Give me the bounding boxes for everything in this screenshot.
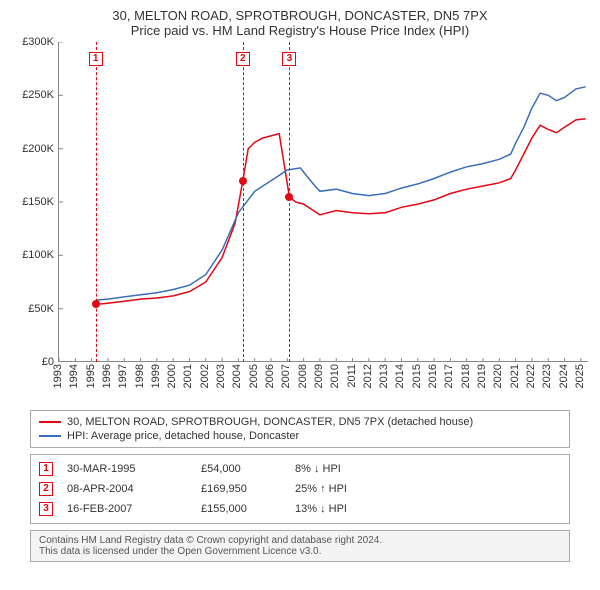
x-tick-label: 2015: [411, 364, 423, 388]
title-address: 30, MELTON ROAD, SPROTBROUGH, DONCASTER,…: [12, 8, 588, 23]
x-tick-label: 2000: [166, 364, 178, 388]
x-tick-label: 1997: [117, 364, 129, 388]
x-tick-label: 2012: [362, 364, 374, 388]
y-tick-label: £250K: [22, 89, 54, 101]
event-marker-box: 3: [282, 52, 296, 66]
event-dot: [92, 300, 100, 308]
footer-attribution: Contains HM Land Registry data © Crown c…: [30, 530, 570, 562]
event-dot: [239, 177, 247, 185]
x-tick-label: 2009: [313, 364, 325, 388]
event-delta: 13% ↓ HPI: [295, 503, 385, 515]
footer-line2: This data is licensed under the Open Gov…: [39, 546, 561, 557]
y-tick-label: £50K: [28, 303, 54, 315]
event-row: 3 16-FEB-2007 £155,000 13% ↓ HPI: [39, 499, 561, 519]
event-date: 08-APR-2004: [67, 483, 187, 495]
legend-label: 30, MELTON ROAD, SPROTBROUGH, DONCASTER,…: [67, 416, 473, 428]
x-tick-label: 1995: [85, 364, 97, 388]
event-marker-box: 2: [236, 52, 250, 66]
legend-label: HPI: Average price, detached house, Donc…: [67, 430, 299, 442]
x-tick-label: 2020: [492, 364, 504, 388]
x-tick-label: 2002: [199, 364, 211, 388]
event-vline: [96, 42, 97, 362]
event-delta: 8% ↓ HPI: [295, 463, 385, 475]
event-row-marker: 1: [39, 462, 53, 476]
chart-container: 30, MELTON ROAD, SPROTBROUGH, DONCASTER,…: [0, 0, 600, 590]
series-property_price: [96, 119, 586, 305]
x-tick-label: 2004: [231, 364, 243, 388]
x-tick-label: 1993: [52, 364, 64, 388]
x-tick-label: 2011: [346, 364, 358, 388]
x-tick-label: 2021: [509, 364, 521, 388]
x-tick-label: 2006: [264, 364, 276, 388]
event-price: £155,000: [201, 503, 281, 515]
event-marker-box: 1: [89, 52, 103, 66]
x-tick-label: 1996: [101, 364, 113, 388]
event-vline: [289, 42, 290, 362]
event-price: £54,000: [201, 463, 281, 475]
x-tick-label: 2018: [460, 364, 472, 388]
x-tick-label: 1999: [150, 364, 162, 388]
x-tick-label: 2008: [297, 364, 309, 388]
x-tick-label: 2010: [329, 364, 341, 388]
title-block: 30, MELTON ROAD, SPROTBROUGH, DONCASTER,…: [12, 8, 588, 38]
event-price: £169,950: [201, 483, 281, 495]
x-tick-label: 1994: [68, 364, 80, 388]
x-tick-label: 2003: [215, 364, 227, 388]
x-axis-labels: 1993199419951996199719981999200020012002…: [58, 364, 588, 402]
plot-region: 1 2 3: [58, 42, 588, 362]
y-tick-label: £100K: [22, 249, 54, 261]
legend-box: 30, MELTON ROAD, SPROTBROUGH, DONCASTER,…: [30, 410, 570, 448]
y-tick-label: £200K: [22, 143, 54, 155]
y-tick-label: £150K: [22, 196, 54, 208]
legend-swatch: [39, 435, 61, 437]
x-tick-label: 2005: [248, 364, 260, 388]
series-hpi: [96, 87, 586, 300]
event-row-marker: 3: [39, 502, 53, 516]
x-tick-label: 2013: [378, 364, 390, 388]
x-tick-label: 2017: [443, 364, 455, 388]
legend-swatch: [39, 421, 61, 423]
y-tick-label: £300K: [22, 36, 54, 48]
events-table: 1 30-MAR-1995 £54,000 8% ↓ HPI 2 08-APR-2004 £…: [30, 454, 570, 524]
legend-row: HPI: Average price, detached house, Donc…: [39, 429, 561, 443]
x-tick-label: 2022: [525, 364, 537, 388]
x-tick-label: 2007: [280, 364, 292, 388]
event-row-marker: 2: [39, 482, 53, 496]
event-dot: [285, 193, 293, 201]
x-tick-label: 2025: [574, 364, 586, 388]
x-tick-label: 2019: [476, 364, 488, 388]
event-row: 2 08-APR-2004 £169,950 25% ↑ HPI: [39, 479, 561, 499]
x-tick-label: 2016: [427, 364, 439, 388]
chart-area: £0£50K£100K£150K£200K£250K£300K 123 1993…: [12, 42, 588, 402]
y-axis-labels: £0£50K£100K£150K£200K£250K£300K: [12, 42, 58, 362]
x-tick-label: 2001: [182, 364, 194, 388]
x-tick-label: 2024: [558, 364, 570, 388]
event-vline: [243, 42, 244, 362]
x-tick-label: 1998: [134, 364, 146, 388]
legend-row: 30, MELTON ROAD, SPROTBROUGH, DONCASTER,…: [39, 415, 561, 429]
x-tick-label: 2023: [541, 364, 553, 388]
event-row: 1 30-MAR-1995 £54,000 8% ↓ HPI: [39, 459, 561, 479]
x-tick-label: 2014: [394, 364, 406, 388]
footer-line1: Contains HM Land Registry data © Crown c…: [39, 535, 561, 546]
event-date: 30-MAR-1995: [67, 463, 187, 475]
event-date: 16-FEB-2007: [67, 503, 187, 515]
plot-svg: [59, 42, 589, 362]
event-delta: 25% ↑ HPI: [295, 483, 385, 495]
title-subtitle: Price paid vs. HM Land Registry's House …: [12, 23, 588, 38]
